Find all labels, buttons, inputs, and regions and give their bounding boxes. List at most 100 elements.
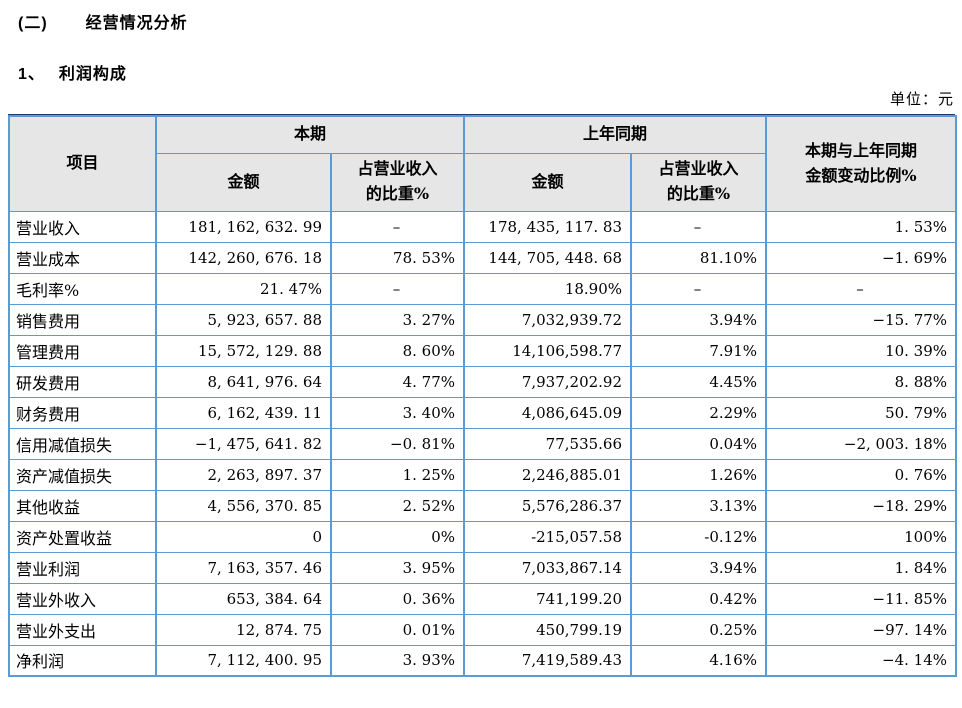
prior-amount-cell: 14,106,598.77 (463, 334, 633, 367)
change-ratio-cell: 50. 79% (765, 396, 958, 429)
current-amount-cell: 4, 556, 370. 85 (155, 489, 332, 522)
table-row: 营业外收入 653, 384. 64 0. 36% 741,199.20 0.42% −1… (8, 582, 958, 615)
row-label-cell: 资产减值损失 (8, 458, 157, 491)
current-pct-cell: 3. 95% (329, 551, 466, 584)
current-amount-cell: 21. 47% (155, 272, 332, 305)
current-amount-cell: 142, 260, 676. 18 (155, 241, 332, 274)
prior-amount-cell: 7,032,939.72 (463, 303, 633, 336)
current-pct-cell: 0% (329, 520, 466, 553)
row-label-cell: 信用减值损失 (8, 427, 157, 460)
prior-pct-cell: – (630, 210, 768, 243)
row-label-cell: 毛利率% (8, 272, 157, 305)
table-row: 营业利润 7, 163, 357. 46 3. 95% 7,033,867.14 3.9… (8, 551, 958, 584)
header-prior-period: 上年同期 (463, 115, 768, 154)
profit-composition-table-wrap: 项目 本期 上年同期 本期与上年同期 金额变动比例% 金额 占营业收入 的比重%… (8, 114, 958, 677)
change-ratio-cell: −11. 85% (765, 582, 958, 615)
header-change-ratio: 本期与上年同期 金额变动比例% (765, 115, 958, 212)
table-row: 管理费用 15, 572, 129. 88 8. 60% 14,106,598.77 7… (8, 334, 958, 367)
prior-pct-cell: – (630, 272, 768, 305)
change-ratio-cell: 10. 39% (765, 334, 958, 367)
prior-amount-cell: 7,937,202.92 (463, 365, 633, 398)
prior-pct-cell: 3.94% (630, 303, 768, 336)
table-row: 净利润 7, 112, 400. 95 3. 93% 7,419,589.43 4.16… (8, 644, 958, 677)
subsection-heading: 1、 利润构成 (18, 60, 127, 84)
row-label-cell: 销售费用 (8, 303, 157, 336)
prior-amount-cell: 2,246,885.01 (463, 458, 633, 491)
table-row: 营业外支出 12, 874. 75 0. 01% 450,799.19 0.25% −97… (8, 613, 958, 646)
current-pct-cell: – (329, 272, 466, 305)
table-row: 毛利率% 21. 47% –18.90% – – (8, 272, 958, 305)
current-pct-cell: 0. 01% (329, 613, 466, 646)
current-amount-cell: 8, 641, 976. 64 (155, 365, 332, 398)
row-label-cell: 营业外收入 (8, 582, 157, 615)
current-pct-cell: 0. 36% (329, 582, 466, 615)
table-row: 营业成本 142, 260, 676. 18 78. 53% 144, 705, 44… (8, 241, 958, 274)
table-body: 营业收入 181, 162, 632. 99–178, 435, 117. 83–… (8, 210, 958, 677)
change-ratio-cell: −4. 14% (765, 644, 958, 677)
table-row: 信用减值损失 −1, 475, 641. 82 −0. 81% 77,535.66 0.… (8, 427, 958, 460)
row-label-cell: 营业成本 (8, 241, 157, 274)
row-label-cell: 研发费用 (8, 365, 157, 398)
prior-pct-cell: 4.16% (630, 644, 768, 677)
prior-amount-cell: 450,799.19 (463, 613, 633, 646)
change-ratio-cell: −1. 69% (765, 241, 958, 274)
change-ratio-cell: 0. 76% (765, 458, 958, 491)
table-row: 财务费用 6, 162, 439. 11 3. 40% 4,086,645.09 2.2… (8, 396, 958, 429)
row-label-cell: 管理费用 (8, 334, 157, 367)
change-ratio-cell: −15. 77% (765, 303, 958, 336)
prior-pct-cell: 0.04% (630, 427, 768, 460)
prior-pct-cell: -0.12% (630, 520, 768, 553)
subsection-title: 利润构成 (58, 66, 127, 83)
prior-amount-cell: 5,576,286.37 (463, 489, 633, 522)
current-pct-cell: 3. 27% (329, 303, 466, 336)
prior-pct-cell: 81.10% (630, 241, 768, 274)
prior-pct-cell: 0.42% (630, 582, 768, 615)
change-ratio-cell: −97. 14% (765, 613, 958, 646)
row-label-cell: 营业利润 (8, 551, 157, 584)
section-number: (二) (18, 15, 48, 32)
profit-composition-table: 项目 本期 上年同期 本期与上年同期 金额变动比例% 金额 占营业收入 的比重%… (8, 115, 958, 677)
header-current-amount: 金额 (155, 152, 332, 212)
current-amount-cell: 12, 874. 75 (155, 613, 332, 646)
table-row: 资产减值损失 2, 263, 897. 37 1. 25% 2,246,885.01 1… (8, 458, 958, 491)
row-label-cell: 资产处置收益 (8, 520, 157, 553)
prior-pct-cell: 0.25% (630, 613, 768, 646)
change-ratio-cell: 8. 88% (765, 365, 958, 398)
header-item: 项目 (8, 115, 157, 212)
header-current-pct: 占营业收入 的比重% (329, 152, 466, 212)
current-pct-cell: – (329, 210, 466, 243)
prior-pct-cell: 4.45% (630, 365, 768, 398)
change-ratio-cell: 1. 53% (765, 210, 958, 243)
current-amount-cell: 181, 162, 632. 99 (155, 210, 332, 243)
header-prior-amount: 金额 (463, 152, 633, 212)
change-ratio-cell: 100% (765, 520, 958, 553)
row-label-cell: 营业外支出 (8, 613, 157, 646)
current-amount-cell: 15, 572, 129. 88 (155, 334, 332, 367)
current-pct-cell: 4. 77% (329, 365, 466, 398)
table-row: 销售费用 5, 923, 657. 88 3. 27% 7,032,939.72 3.9… (8, 303, 958, 336)
table-row: 研发费用 8, 641, 976. 64 4. 77% 7,937,202.92 4.4… (8, 365, 958, 398)
row-label-cell: 净利润 (8, 644, 157, 677)
prior-pct-cell: 2.29% (630, 396, 768, 429)
table-row: 其他收益 4, 556, 370. 85 2. 52% 5,576,286.37 3.1… (8, 489, 958, 522)
prior-pct-cell: 1.26% (630, 458, 768, 491)
table-row: 营业收入 181, 162, 632. 99–178, 435, 117. 83–… (8, 210, 958, 243)
current-pct-cell: 78. 53% (329, 241, 466, 274)
prior-amount-cell: 741,199.20 (463, 582, 633, 615)
current-amount-cell: 5, 923, 657. 88 (155, 303, 332, 336)
prior-pct-cell: 7.91% (630, 334, 768, 367)
prior-amount-cell: 7,419,589.43 (463, 644, 633, 677)
current-amount-cell: 6, 162, 439. 11 (155, 396, 332, 429)
change-ratio-cell: 1. 84% (765, 551, 958, 584)
current-pct-cell: 8. 60% (329, 334, 466, 367)
prior-amount-cell: 178, 435, 117. 83 (463, 210, 633, 243)
current-pct-cell: 3. 93% (329, 644, 466, 677)
section-heading: (二) 经营情况分析 (18, 9, 188, 33)
change-ratio-cell: −18. 29% (765, 489, 958, 522)
subsection-number: 1、 (18, 66, 45, 83)
table-row: 资产处置收益 0 0% -215,057.58 -0.12% 100% (8, 520, 958, 553)
row-label-cell: 财务费用 (8, 396, 157, 429)
current-pct-cell: 3. 40% (329, 396, 466, 429)
current-amount-cell: 7, 112, 400. 95 (155, 644, 332, 677)
change-ratio-cell: – (765, 272, 958, 305)
